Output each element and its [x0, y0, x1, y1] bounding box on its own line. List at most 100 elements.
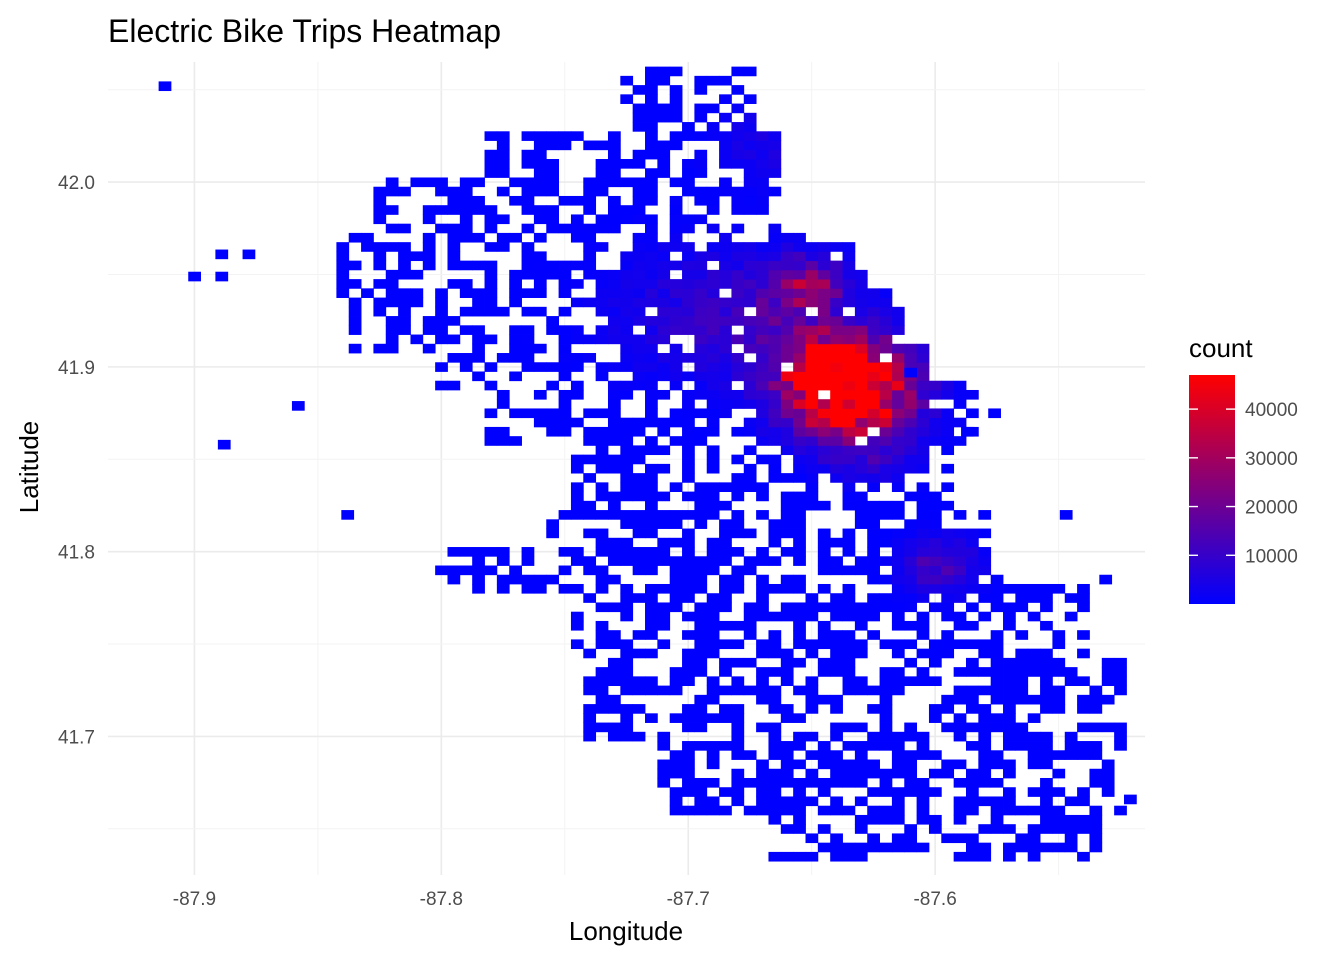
heatmap-tile [953, 713, 967, 723]
heatmap-tile [706, 565, 720, 576]
heatmap-tile [583, 205, 597, 215]
heatmap-tile [867, 454, 880, 465]
heatmap-tile [706, 399, 720, 409]
heatmap-tile [595, 463, 609, 474]
heatmap-tile [607, 316, 621, 326]
heatmap-tile [756, 251, 769, 262]
heatmap-tile [756, 574, 769, 585]
heatmap-tile [854, 842, 868, 853]
heatmap-tile [941, 389, 955, 400]
heatmap-tile [928, 565, 942, 576]
heatmap-tile [706, 131, 720, 141]
heatmap-tile [706, 611, 720, 622]
heatmap-tile [1040, 694, 1053, 705]
heatmap-tile [953, 510, 967, 520]
heatmap-tile [854, 648, 868, 659]
heatmap-tile [879, 814, 893, 825]
heatmap-tile [706, 103, 720, 114]
heatmap-tile [645, 195, 658, 206]
heatmap-tile [842, 777, 856, 788]
heatmap-tile [682, 491, 695, 502]
heatmap-tile [842, 851, 856, 862]
heatmap-tile [768, 436, 782, 446]
heatmap-tile [1064, 796, 1078, 807]
heatmap-tile [830, 593, 843, 603]
heatmap-tile [719, 269, 732, 280]
heatmap-tile [904, 777, 918, 788]
heatmap-tile [1027, 657, 1041, 668]
heatmap-tile [756, 362, 769, 372]
heatmap-tile [496, 159, 510, 169]
heatmap-tile [768, 473, 782, 483]
heatmap-tile [595, 325, 609, 335]
heatmap-tile [941, 759, 955, 770]
heatmap-tile [620, 713, 634, 723]
heatmap-tile [509, 371, 522, 382]
heatmap-tile [595, 565, 609, 576]
heatmap-tile [632, 445, 646, 456]
legend-tick-label: 40000 [1245, 400, 1298, 421]
heatmap-tile [780, 288, 794, 298]
heatmap-tile [496, 306, 510, 317]
heatmap-tile [793, 851, 806, 862]
heatmap-tile [496, 436, 510, 446]
heatmap-tile [854, 343, 868, 354]
heatmap-tile [682, 168, 695, 178]
heatmap-tile [793, 537, 806, 548]
heatmap-tile [607, 288, 621, 298]
heatmap-tile [682, 251, 695, 262]
heatmap-tile [657, 583, 671, 594]
heatmap-tile [1015, 685, 1029, 696]
heatmap-tile [965, 796, 979, 807]
heatmap-tile [632, 334, 646, 345]
legend-title: count [1189, 333, 1253, 363]
heatmap-tile [743, 186, 757, 197]
heatmap-tile [459, 232, 473, 243]
heatmap-tile [928, 768, 942, 779]
heatmap-tile [805, 334, 819, 345]
heatmap-tile [669, 205, 683, 215]
heatmap-tile [1040, 583, 1053, 594]
heatmap-tile [793, 297, 806, 308]
heatmap-tile [607, 168, 621, 178]
heatmap-tile [842, 768, 856, 779]
heatmap-tile [632, 371, 646, 382]
heatmap-tile [768, 380, 782, 391]
heatmap-tile [768, 408, 782, 419]
heatmap-tile [891, 454, 905, 465]
heatmap-tile [879, 408, 893, 419]
heatmap-tile [694, 380, 708, 391]
heatmap-tile [756, 491, 769, 502]
heatmap-tile [682, 537, 695, 548]
heatmap-tile [854, 639, 868, 650]
heatmap-tile [348, 279, 362, 289]
heatmap-tile [706, 279, 720, 289]
heatmap-tile [965, 556, 979, 566]
heatmap-tile [817, 528, 831, 539]
heatmap-tile [904, 547, 918, 557]
heatmap-tile [941, 556, 955, 566]
heatmap-tile [546, 408, 560, 419]
heatmap-tile [904, 833, 918, 844]
heatmap-tile [669, 362, 683, 372]
heatmap-tile [879, 436, 893, 446]
heatmap-tile [978, 842, 992, 853]
heatmap-tile [891, 362, 905, 372]
heatmap-tile [817, 537, 831, 548]
heatmap-tile [879, 371, 893, 382]
heatmap-tile [682, 186, 695, 197]
heatmap-tile [669, 195, 683, 206]
heatmap-tile [916, 583, 930, 594]
heatmap-tile [793, 602, 806, 613]
heatmap-tile [830, 454, 843, 465]
heatmap-tile [756, 787, 769, 797]
heatmap-tile [965, 537, 979, 548]
heatmap-tile [719, 75, 732, 86]
heatmap-tile [669, 353, 683, 363]
heatmap-tile [496, 242, 510, 252]
heatmap-tile [793, 232, 806, 243]
y-tick-label: 42.0 [58, 173, 95, 194]
heatmap-tile [632, 260, 646, 271]
heatmap-tile [632, 242, 646, 252]
heatmap-tile [990, 583, 1004, 594]
